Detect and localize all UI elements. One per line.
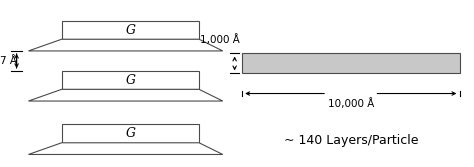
Text: G: G — [125, 24, 136, 37]
Polygon shape — [62, 21, 199, 39]
Text: G: G — [125, 127, 136, 140]
Polygon shape — [28, 39, 223, 51]
Text: 7 Å: 7 Å — [0, 56, 17, 66]
Text: ~ 140 Layers/Particle: ~ 140 Layers/Particle — [283, 134, 418, 147]
Polygon shape — [28, 89, 223, 101]
Polygon shape — [242, 53, 460, 73]
Text: 1,000 Å: 1,000 Å — [200, 34, 239, 45]
Polygon shape — [62, 124, 199, 143]
Text: G: G — [125, 74, 136, 87]
Text: 10,000 Å: 10,000 Å — [328, 98, 374, 109]
Polygon shape — [62, 71, 199, 89]
Polygon shape — [28, 143, 223, 154]
